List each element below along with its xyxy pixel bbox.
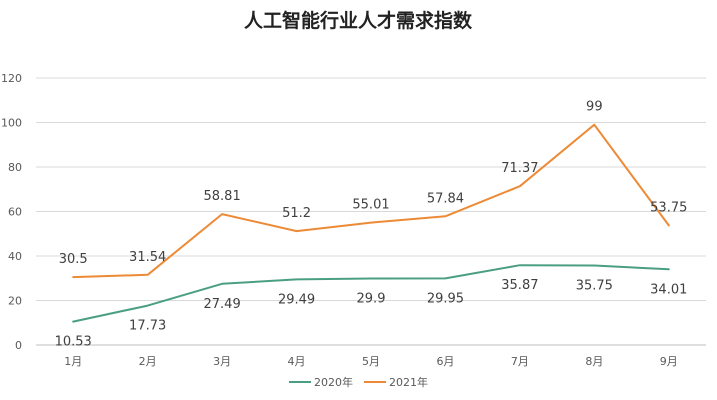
data-label: 57.84 [427,191,464,206]
x-tick-label: 7月 [511,355,529,368]
data-label: 99 [586,100,603,115]
y-tick-label: 20 [8,295,22,308]
series-line-2 [72,123,670,279]
legend-label: 2020年 [314,375,353,389]
data-label: 71.37 [501,161,538,176]
data-label: 53.75 [650,200,687,215]
data-label: 35.75 [576,278,613,293]
x-tick-label: 4月 [288,355,306,368]
y-tick-label: 60 [8,206,22,219]
data-labels: 10.53 17.73 27.49 29.49 29.9 29.95 35.87 35.75 3… [55,100,688,350]
data-label: 51.2 [282,206,311,221]
data-label: 58.81 [204,189,241,204]
data-label: 55.01 [352,198,389,213]
y-tick-label: 80 [8,161,22,174]
data-label: 35.87 [501,278,538,293]
x-tick-label: 1月 [64,355,82,368]
series-lines [72,123,670,323]
chart-title: 人工智能行业人才需求指数 [244,9,473,32]
data-label: 27.49 [204,297,241,312]
x-axis: 1月 2月 3月 4月 5月 6月 7月 8月 9月 [64,355,678,368]
x-tick-label: 6月 [436,355,454,368]
x-tick-label: 5月 [362,355,380,368]
x-tick-label: 2月 [139,355,157,368]
legend-label: 2021年 [389,375,428,389]
x-tick-label: 8月 [585,355,603,368]
data-label: 17.73 [129,319,166,334]
series-line-1 [72,264,670,323]
data-label: 34.01 [650,282,687,297]
y-axis: 0 20 40 60 80 100 120 [1,72,22,352]
y-tick-label: 0 [15,339,22,352]
y-tick-label: 120 [1,72,22,85]
legend: 2020年 2021年 [289,375,428,389]
data-label: 31.54 [129,250,166,265]
data-label: 29.9 [357,291,386,306]
x-tick-label: 9月 [660,355,678,368]
data-label: 30.5 [59,252,88,267]
x-tick-label: 3月 [213,355,231,368]
data-label: 29.49 [278,292,315,307]
y-tick-label: 40 [8,250,22,263]
grid-lines [36,77,706,346]
data-label: 10.53 [55,335,92,350]
y-tick-label: 100 [1,117,22,130]
data-label: 29.95 [427,291,464,306]
